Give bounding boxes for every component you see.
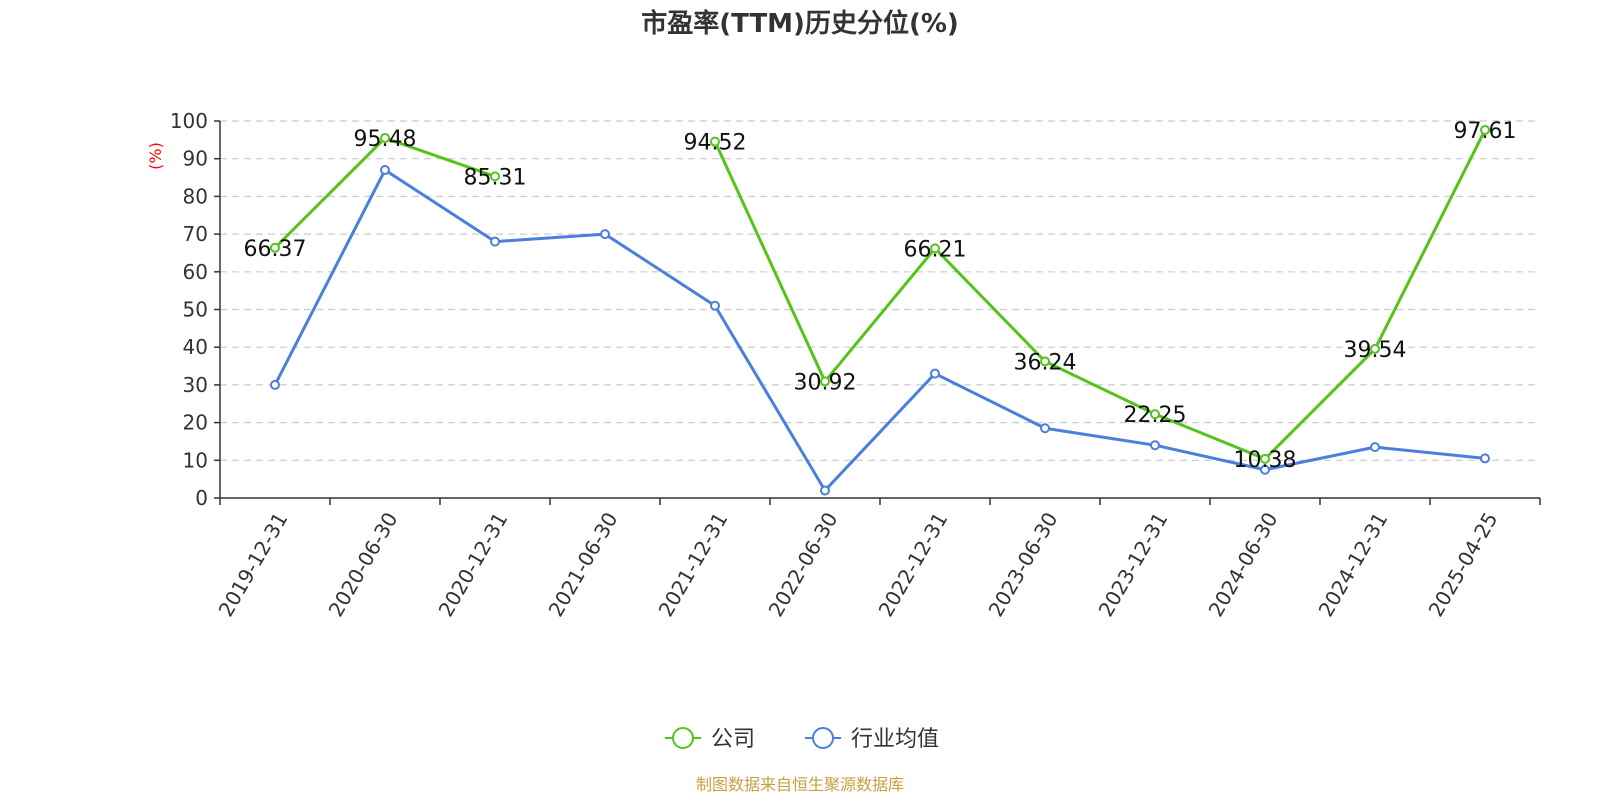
y-tick-label: 70 (183, 222, 208, 246)
data-point (270, 242, 280, 253)
source-note: 制图数据来自恒生聚源数据库 (696, 775, 904, 794)
legend-label: 行业均值 (851, 727, 939, 752)
legend-marker (812, 727, 834, 749)
data-label: 97.61 (1454, 119, 1517, 144)
data-point (600, 229, 610, 240)
legend: 公司 行业均值 (665, 727, 939, 752)
data-label: 22.25 (1124, 403, 1187, 428)
x-tick-label: 2022-12-31 (874, 508, 953, 621)
legend-marker (672, 727, 694, 749)
data-label: 10.38 (1234, 448, 1297, 473)
data-label: 94.52 (684, 131, 747, 156)
y-tick-label: 0 (195, 486, 208, 510)
y-tick-label: 80 (183, 184, 208, 208)
x-tick-label: 2021-12-31 (654, 508, 733, 621)
data-point (710, 136, 720, 147)
y-tick-label: 60 (183, 260, 208, 284)
y-tick-label: 90 (183, 147, 208, 171)
legend-item-0[interactable]: 公司 (665, 727, 755, 752)
data-point (1150, 409, 1160, 420)
data-point (1150, 440, 1160, 451)
data-point (1480, 125, 1490, 136)
series-layer (270, 125, 1490, 496)
series-line (273, 168, 1486, 492)
data-point (270, 379, 280, 390)
x-tick-label: 2024-06-30 (1204, 508, 1283, 621)
data-point (490, 236, 500, 247)
data-label: 39.54 (1344, 338, 1407, 363)
x-tick-label: 2023-06-30 (984, 508, 1063, 621)
data-point (380, 133, 390, 144)
data-point (820, 376, 830, 387)
x-tick-label: 2023-12-31 (1094, 508, 1173, 621)
x-tick-label: 2022-06-30 (764, 508, 843, 621)
legend-label: 公司 (711, 727, 755, 752)
data-point (1370, 343, 1380, 354)
x-tick-label: 2025-04-25 (1424, 508, 1503, 621)
y-tick-label: 50 (183, 298, 208, 322)
data-point (490, 171, 500, 182)
data-labels: 66.37 95.48 85.31 94.52 30.92 66.21 36.24 22.25… (244, 119, 1517, 473)
data-label: 95.48 (354, 127, 417, 152)
y-tick-label: 30 (183, 373, 208, 397)
data-point (1480, 453, 1490, 464)
series-0 (270, 125, 1490, 464)
series-1 (270, 165, 1490, 496)
data-point (820, 485, 830, 496)
data-point (1040, 356, 1050, 367)
y-tick-label: 40 (183, 335, 208, 359)
data-label: 66.37 (244, 237, 307, 262)
x-tick-label: 2019-12-31 (214, 508, 293, 621)
y-tick-label: 10 (183, 448, 208, 472)
data-label: 36.24 (1014, 350, 1077, 375)
data-point (1040, 423, 1050, 434)
data-point (1260, 453, 1270, 464)
data-point (930, 243, 940, 254)
data-label: 85.31 (464, 165, 527, 190)
y-axis-label: (%) (146, 142, 165, 170)
series-line (273, 136, 496, 249)
data-point (710, 300, 720, 311)
x-tick-label: 2020-06-30 (324, 508, 403, 621)
data-label: 30.92 (794, 370, 857, 395)
data-label: 66.21 (904, 237, 967, 262)
data-point (1370, 442, 1380, 453)
data-point (1260, 464, 1270, 475)
x-tick-label: 2024-12-31 (1314, 508, 1393, 621)
y-tick-label: 100 (170, 109, 208, 133)
series-line (713, 129, 1487, 461)
legend-item-1[interactable]: 行业均值 (805, 727, 939, 752)
data-point (380, 165, 390, 176)
data-point (930, 368, 940, 379)
y-tick-label: 20 (183, 411, 208, 435)
chart-title: 市盈率(TTM)历史分位(%) (641, 8, 959, 39)
x-tick-label: 2020-12-31 (434, 508, 513, 621)
grid-lines (220, 120, 1540, 461)
x-tick-label: 2021-06-30 (544, 508, 623, 621)
